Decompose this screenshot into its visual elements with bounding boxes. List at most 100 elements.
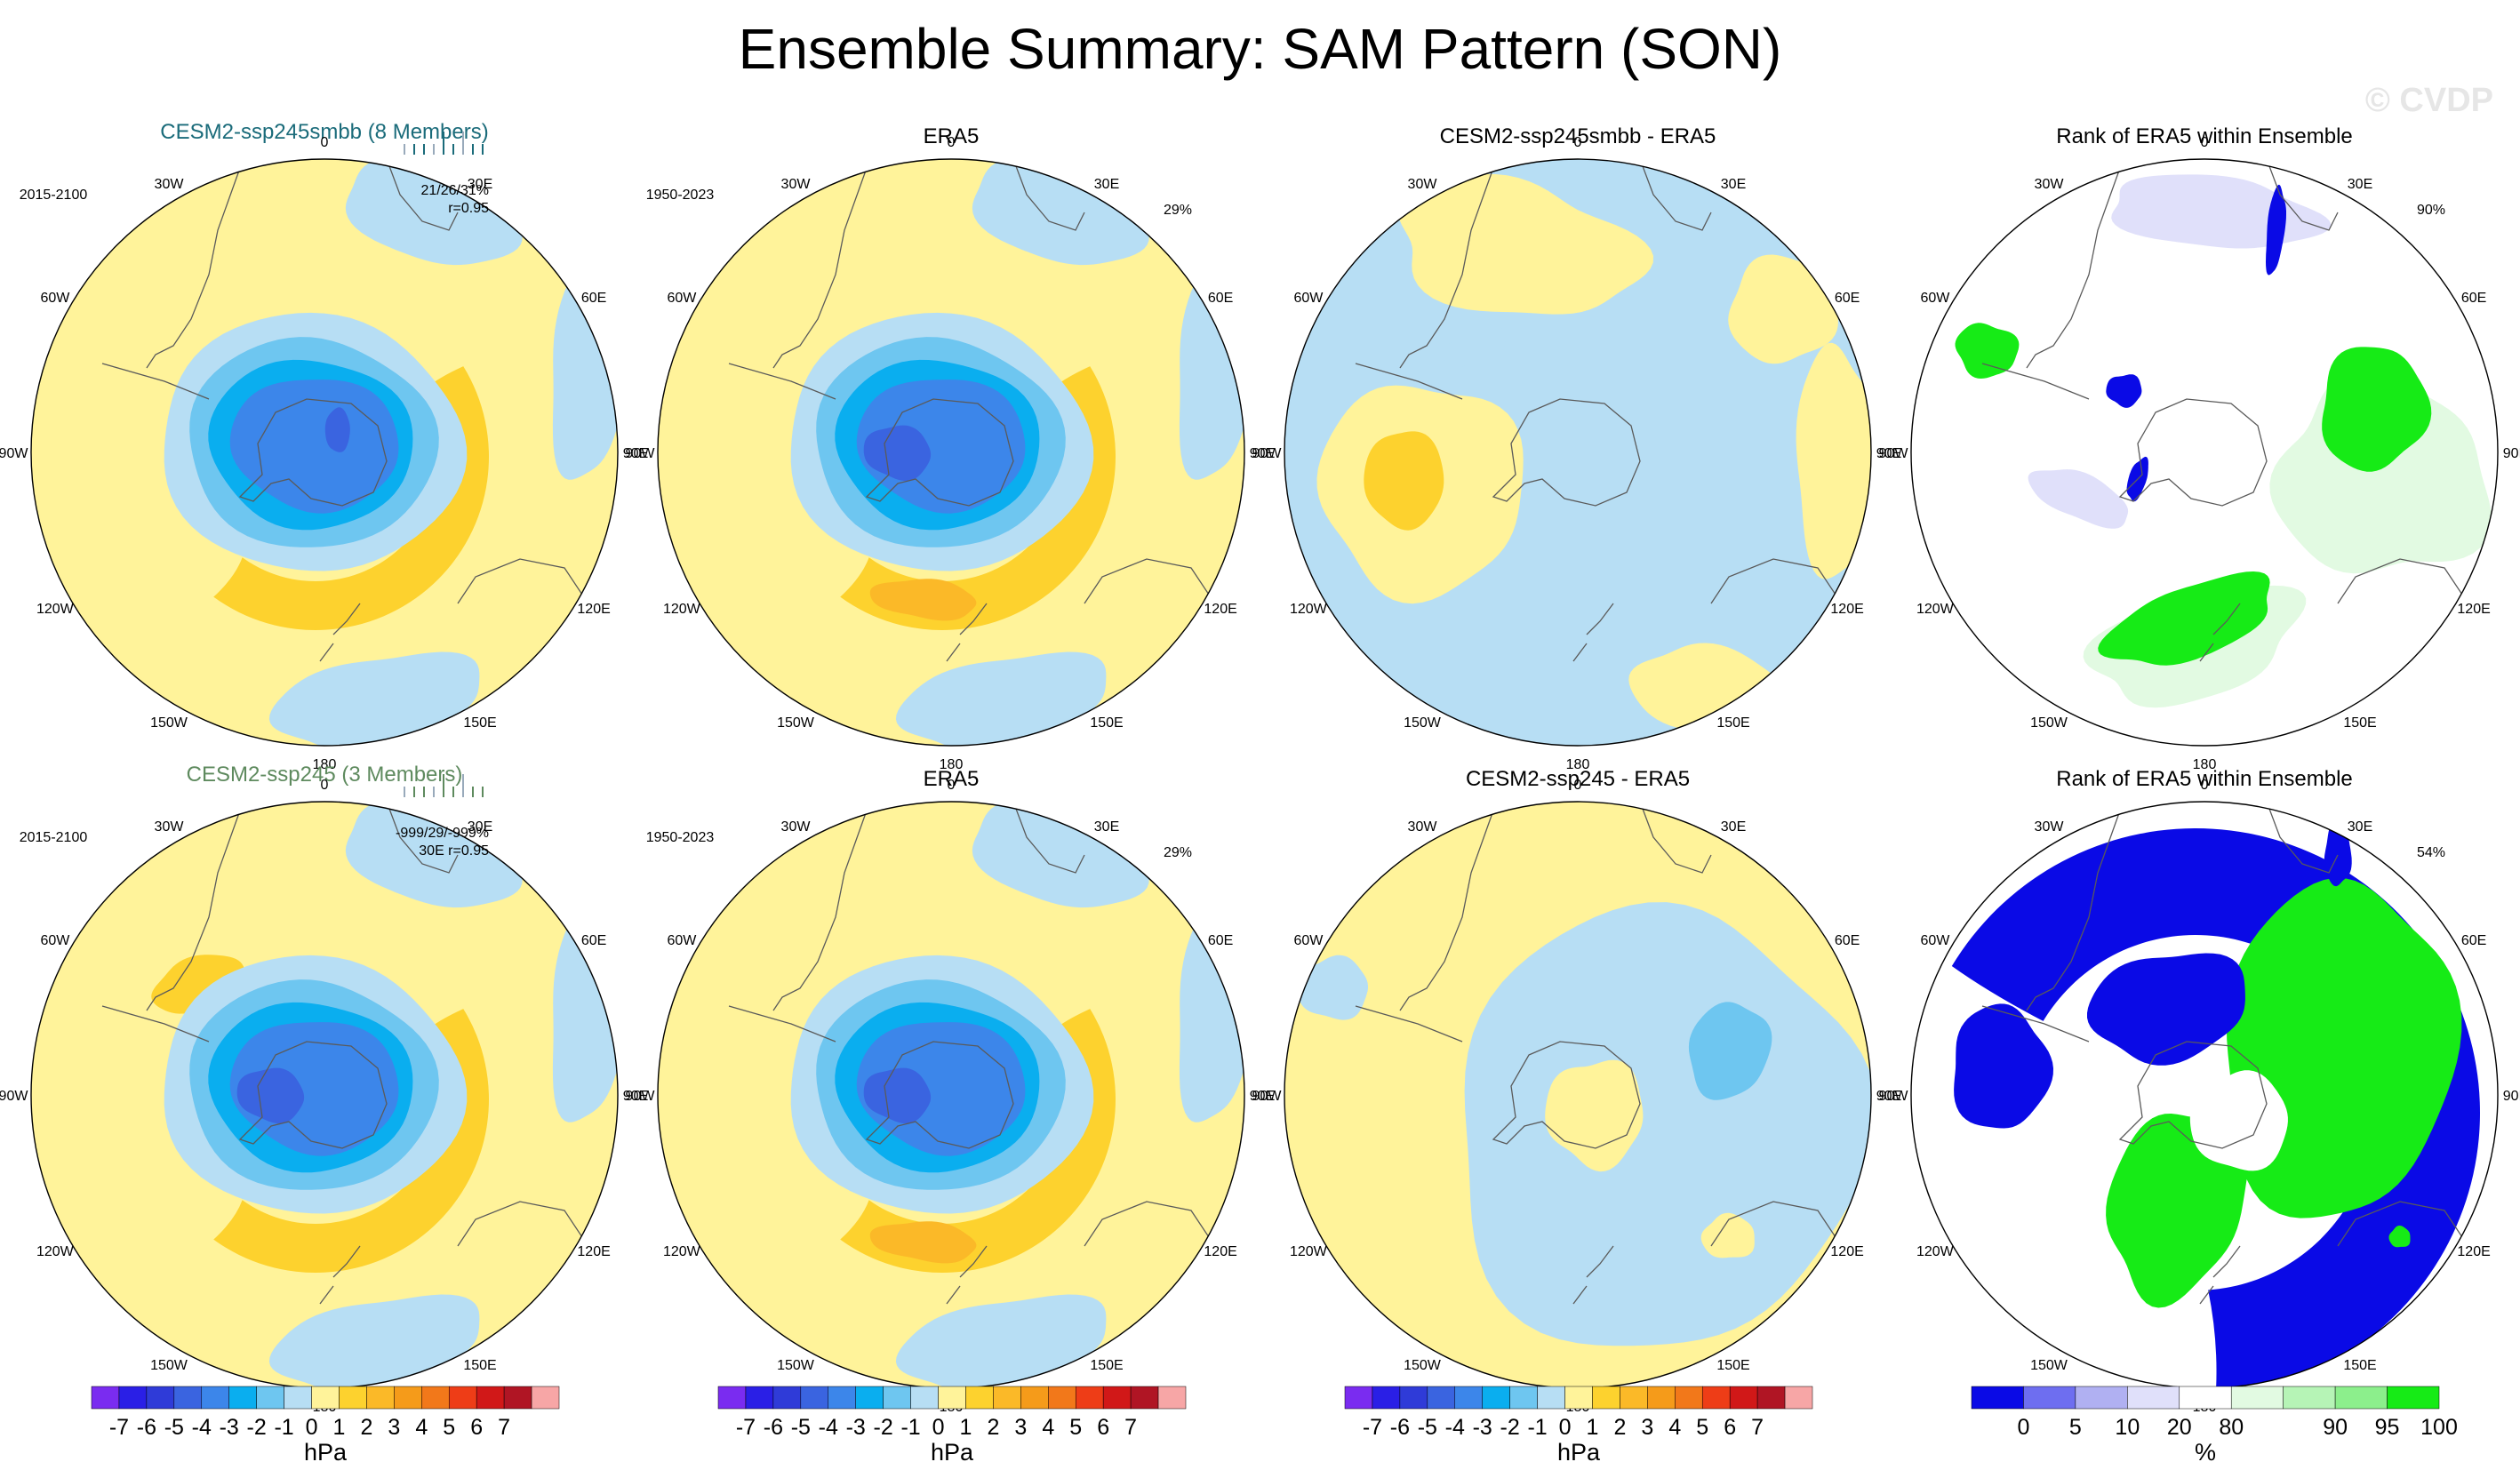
colorbar-cell bbox=[800, 1386, 829, 1410]
longitude-label: 120E bbox=[577, 1244, 610, 1259]
rank-blue-region bbox=[2106, 374, 2142, 408]
longitude-label: 90W bbox=[1252, 1089, 1283, 1104]
panel-title: ERA5 bbox=[924, 124, 980, 148]
colorbar-cell bbox=[1647, 1386, 1676, 1410]
colorbar-cell bbox=[228, 1386, 257, 1410]
antarctica-outline bbox=[1492, 1041, 1641, 1149]
colorbar-tick-label: 5 bbox=[443, 1415, 455, 1440]
colorbar-cell bbox=[476, 1386, 505, 1410]
period-label: 1950-2023 bbox=[646, 188, 715, 203]
colorbar-cell bbox=[1157, 1386, 1187, 1410]
longitude-label: 150E bbox=[1716, 715, 1749, 731]
longitude-label: 30W bbox=[2035, 819, 2065, 835]
panel-title: CESM2-ssp245 (3 Members) bbox=[187, 763, 463, 787]
colorbar-cell bbox=[2127, 1386, 2180, 1410]
positive-diff-region bbox=[1728, 254, 1838, 364]
period-label: 1950-2023 bbox=[646, 830, 715, 845]
colorbar-cell bbox=[1372, 1386, 1401, 1410]
antarctica-outline bbox=[865, 398, 1014, 507]
colorbar-cell bbox=[256, 1386, 284, 1410]
longitude-label: 60E bbox=[2461, 291, 2486, 306]
positive-crescent bbox=[213, 366, 490, 631]
south-america-outline bbox=[2026, 810, 2121, 1011]
colorbar-cell bbox=[118, 1386, 148, 1410]
new-zealand-outline bbox=[2199, 1245, 2241, 1305]
map-field bbox=[31, 802, 618, 1388]
longitude-label: 150E bbox=[2343, 715, 2376, 731]
map-border bbox=[1284, 158, 1872, 747]
colorbar-tick-label: 2 bbox=[1613, 1415, 1626, 1440]
coastline bbox=[1981, 363, 2090, 400]
longitude-label: 0 bbox=[1574, 778, 1582, 793]
colorbar-tick-label: 20 bbox=[2167, 1415, 2192, 1440]
map-field bbox=[1284, 802, 1871, 1388]
positive-diff-max bbox=[1364, 431, 1444, 531]
longitude-label: 60E bbox=[1208, 933, 1233, 948]
colorbar-cell bbox=[366, 1386, 395, 1410]
colorbar-tick-label: 5 bbox=[1696, 1415, 1708, 1440]
colorbar-cell bbox=[910, 1386, 939, 1410]
map-field bbox=[658, 802, 1244, 1388]
colorbar-cell bbox=[1564, 1386, 1593, 1410]
longitude-label: 90W bbox=[626, 1089, 656, 1104]
panel-title: CESM2-ssp245smbb - ERA5 bbox=[1440, 124, 1716, 148]
colorbar-tick-label: -2 bbox=[874, 1415, 893, 1440]
cvdp-watermark: © CVDP bbox=[2364, 82, 2493, 119]
longitude-label: 150W bbox=[777, 715, 815, 731]
colorbar-cell bbox=[1454, 1386, 1483, 1410]
longitude-label: 180 bbox=[313, 757, 337, 772]
longitude-label: 30E bbox=[1094, 177, 1119, 192]
negative-diff-region bbox=[1296, 955, 1368, 1020]
longitude-label: 90E bbox=[623, 1089, 648, 1104]
longitude-label: 150W bbox=[2030, 715, 2068, 731]
longitude-label: 0 bbox=[321, 778, 329, 793]
polar-low-core bbox=[229, 379, 399, 514]
colorbar-tick-label: -6 bbox=[764, 1415, 783, 1440]
colorbar-tick-label: -2 bbox=[247, 1415, 267, 1440]
colorbar-tick-label: 2 bbox=[987, 1415, 999, 1440]
variance-label: 29% bbox=[1164, 203, 1192, 218]
coastline bbox=[728, 1005, 836, 1043]
rank-colorbar: 0 5 10 20 80 90 95 100% bbox=[1971, 1386, 2458, 1466]
colorbar-cell bbox=[1102, 1386, 1132, 1410]
colorbar-tick-label: 1 bbox=[333, 1415, 346, 1440]
colorbar-unit: hPa bbox=[931, 1439, 974, 1466]
pressure-colorbar: -7 -6 -5 -4 -3 -2 -1 0 1 2 3 4 5 6 7 hPa bbox=[717, 1386, 1187, 1466]
colorbar-tick-label: -7 bbox=[109, 1415, 129, 1440]
period-label: 2015-2100 bbox=[20, 188, 88, 203]
longitude-label: 30E bbox=[1094, 819, 1119, 835]
colorbar-tick-label: 95 bbox=[2375, 1415, 2400, 1440]
colorbar-tick-label: 100 bbox=[2420, 1415, 2458, 1440]
panel-title: CESM2-ssp245smbb (8 Members) bbox=[160, 120, 488, 144]
colorbar-tick-label: 90 bbox=[2323, 1415, 2348, 1440]
colorbar-tick-label: 7 bbox=[498, 1415, 510, 1440]
rank-blue-region bbox=[2087, 953, 2245, 1066]
longitude-label: 30E bbox=[468, 177, 492, 192]
antarctica-outline bbox=[865, 1041, 1014, 1149]
coastline bbox=[101, 363, 210, 400]
colorbar-cell bbox=[1344, 1386, 1373, 1410]
coastline bbox=[101, 1005, 210, 1043]
longitude-label: 60W bbox=[40, 933, 70, 948]
panel-era5-bottom: ERA5030E60E90E120E150E180150W120W90W60W3… bbox=[626, 767, 1276, 1415]
colorbar-cell bbox=[2387, 1386, 2440, 1410]
longitude-label: 60E bbox=[581, 933, 606, 948]
colorbar-tick-label: -1 bbox=[1527, 1415, 1547, 1440]
longitude-label: 90E bbox=[2503, 446, 2520, 461]
longitude-label: 60W bbox=[667, 933, 697, 948]
coastline bbox=[1981, 1005, 2090, 1043]
longitude-label: 90E bbox=[1876, 446, 1901, 461]
colorbar-tick-label: -5 bbox=[1418, 1415, 1437, 1440]
longitude-label: 150W bbox=[777, 1358, 815, 1373]
rank-green-region bbox=[2388, 1226, 2411, 1248]
rank-green-region bbox=[1955, 323, 2020, 379]
longitude-label: 90W bbox=[1879, 446, 1909, 461]
longitude-label: 60E bbox=[1835, 933, 1860, 948]
colorbar-tick-label: -3 bbox=[1473, 1415, 1492, 1440]
colorbar-tick-label: -1 bbox=[900, 1415, 920, 1440]
longitude-label: 60W bbox=[1293, 933, 1324, 948]
longitude-label: 90W bbox=[1879, 1089, 1909, 1104]
longitude-label: 120E bbox=[1204, 1244, 1236, 1259]
colorbar-unit: hPa bbox=[304, 1439, 348, 1466]
